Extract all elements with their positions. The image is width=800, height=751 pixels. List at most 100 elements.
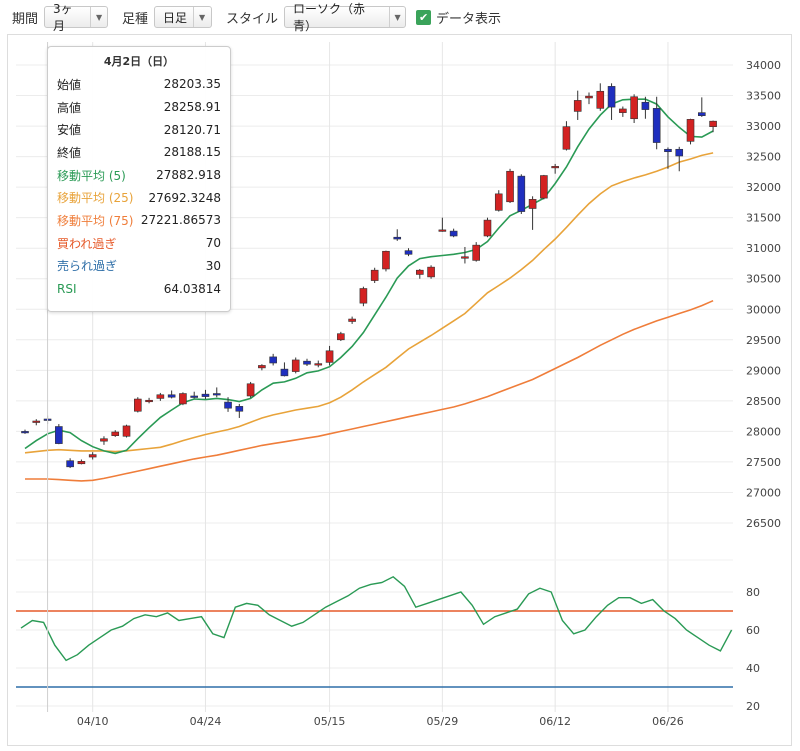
price-tick-label: 33500 <box>746 90 781 103</box>
candle-body <box>359 288 368 304</box>
candle-body <box>167 394 176 398</box>
candle-body <box>506 170 514 203</box>
candle-body <box>134 398 142 412</box>
candle-body <box>190 395 198 398</box>
ma5-line <box>24 98 714 455</box>
show-data-label: データ表示 <box>436 11 502 27</box>
tooltip-row-label: 移動平均 (5) <box>57 168 126 183</box>
tooltip-row-value: 28258.91 <box>163 100 221 115</box>
x-tick-label: 06/26 <box>652 715 684 728</box>
rsi-tick-label: 80 <box>746 586 760 599</box>
candle-body <box>607 86 616 108</box>
candle-body <box>461 256 469 259</box>
candle-body <box>404 250 413 255</box>
tooltip-row-value: 27692.3248 <box>148 190 221 205</box>
candle-body <box>280 368 289 377</box>
tooltip-row-value: 27221.86573 <box>140 213 221 228</box>
candle-body <box>291 359 300 372</box>
tooltip-row-label: 安値 <box>57 123 82 138</box>
style-select[interactable]: ローソク（赤青） ▼ <box>284 2 407 33</box>
candle-body <box>156 394 165 399</box>
toolbar: 期間 3ヶ月 ▼ 足種 日足 ▼ スタイル ローソク（赤青） ▼ ✔ データ表示 <box>0 0 800 34</box>
candle-body <box>77 461 86 465</box>
tooltip-row: 終値 28188.15 <box>48 141 230 164</box>
x-tick-label: 06/12 <box>539 715 571 728</box>
chart-frame <box>7 34 792 746</box>
price-tick-label: 28500 <box>746 395 781 408</box>
tooltip-row-label: 移動平均 (25) <box>57 191 134 206</box>
chevron-down-icon: ▼ <box>193 7 210 27</box>
candle-body <box>55 426 63 444</box>
candle-body <box>100 438 108 442</box>
price-tick-label: 30500 <box>746 273 781 286</box>
candle-body <box>201 393 210 397</box>
candle-body <box>652 108 661 143</box>
tooltip-row-value: 27882.918 <box>156 168 221 183</box>
candle-body <box>585 95 593 99</box>
candle-body <box>337 333 345 341</box>
x-tick-label: 04/24 <box>190 715 222 728</box>
chevron-down-icon: ▼ <box>90 7 107 27</box>
tooltip-row-value: 28188.15 <box>163 145 221 160</box>
candle-body <box>517 175 526 212</box>
price-tick-label: 33000 <box>746 120 781 133</box>
candle-body <box>393 236 402 240</box>
data-tooltip: 4月2日（日） 始値 28203.35 高値 28258.91 安値 28120.71 終値… <box>47 46 231 312</box>
candle-body <box>269 356 277 364</box>
tooltip-row-value: 64.03814 <box>163 281 221 296</box>
candle-body <box>664 148 672 153</box>
candle-body <box>540 175 548 199</box>
tooltip-row-label: 売られ過ぎ <box>57 259 118 274</box>
rsi-tick-label: 60 <box>746 624 760 637</box>
tooltip-rows: 始値 28203.35 高値 28258.91 安値 28120.71 終値 28188.15… <box>48 73 230 300</box>
candle-body <box>573 100 582 112</box>
tooltip-row: 移動平均 (75) 27221.86573 <box>48 209 230 232</box>
candle-body <box>494 193 503 211</box>
price-tick-label: 32500 <box>746 151 781 164</box>
candle-body <box>675 148 684 157</box>
price-tick-label: 31000 <box>746 242 781 255</box>
price-tick-label: 26500 <box>746 517 781 530</box>
x-tick-label: 05/15 <box>314 715 346 728</box>
price-tick-label: 27500 <box>746 456 781 469</box>
candle-body <box>619 108 627 113</box>
tooltip-row: 安値 28120.71 <box>48 118 230 141</box>
tooltip-row-value: 70 <box>205 236 221 251</box>
candle-label: 足種 <box>122 11 149 27</box>
tooltip-row: 移動平均 (25) 27692.3248 <box>48 186 230 209</box>
price-tick-label: 29500 <box>746 334 781 347</box>
period-select[interactable]: 3ヶ月 ▼ <box>44 2 109 33</box>
tooltip-row: 高値 28258.91 <box>48 96 230 119</box>
candle-body <box>697 112 706 116</box>
tooltip-row-label: 高値 <box>57 100 82 115</box>
candle-value: 日足 <box>163 10 188 25</box>
candle-body <box>32 420 41 423</box>
candle-body <box>212 393 221 396</box>
show-data-checkbox[interactable]: ✔ <box>416 9 432 25</box>
tooltip-row-value: 28120.71 <box>163 122 221 137</box>
price-tick-label: 27000 <box>746 486 781 499</box>
candle-body <box>382 250 390 270</box>
candle-body <box>551 166 559 169</box>
candle-body <box>88 454 97 458</box>
chevron-down-icon: ▼ <box>389 7 405 27</box>
tooltip-row-value: 28203.35 <box>163 77 221 92</box>
candle-body <box>235 406 244 412</box>
candle-body <box>122 425 131 437</box>
candle-body <box>438 229 447 232</box>
candle-body <box>449 230 458 237</box>
candle-body <box>111 431 120 436</box>
candle-body <box>483 219 492 237</box>
candle-select[interactable]: 日足 ▼ <box>154 6 213 28</box>
x-tick-label: 05/29 <box>427 715 459 728</box>
tooltip-row: 買われ過ぎ 70 <box>48 232 230 255</box>
rsi-line <box>20 575 733 662</box>
candle-body <box>179 393 187 405</box>
candle-body <box>325 350 334 363</box>
candle-body <box>246 383 255 397</box>
tooltip-row-label: 買われ過ぎ <box>57 236 117 251</box>
candle-body <box>314 363 323 366</box>
price-tick-label: 29000 <box>746 364 781 377</box>
candle-body <box>224 401 232 409</box>
rsi-tick-label: 40 <box>746 662 760 675</box>
